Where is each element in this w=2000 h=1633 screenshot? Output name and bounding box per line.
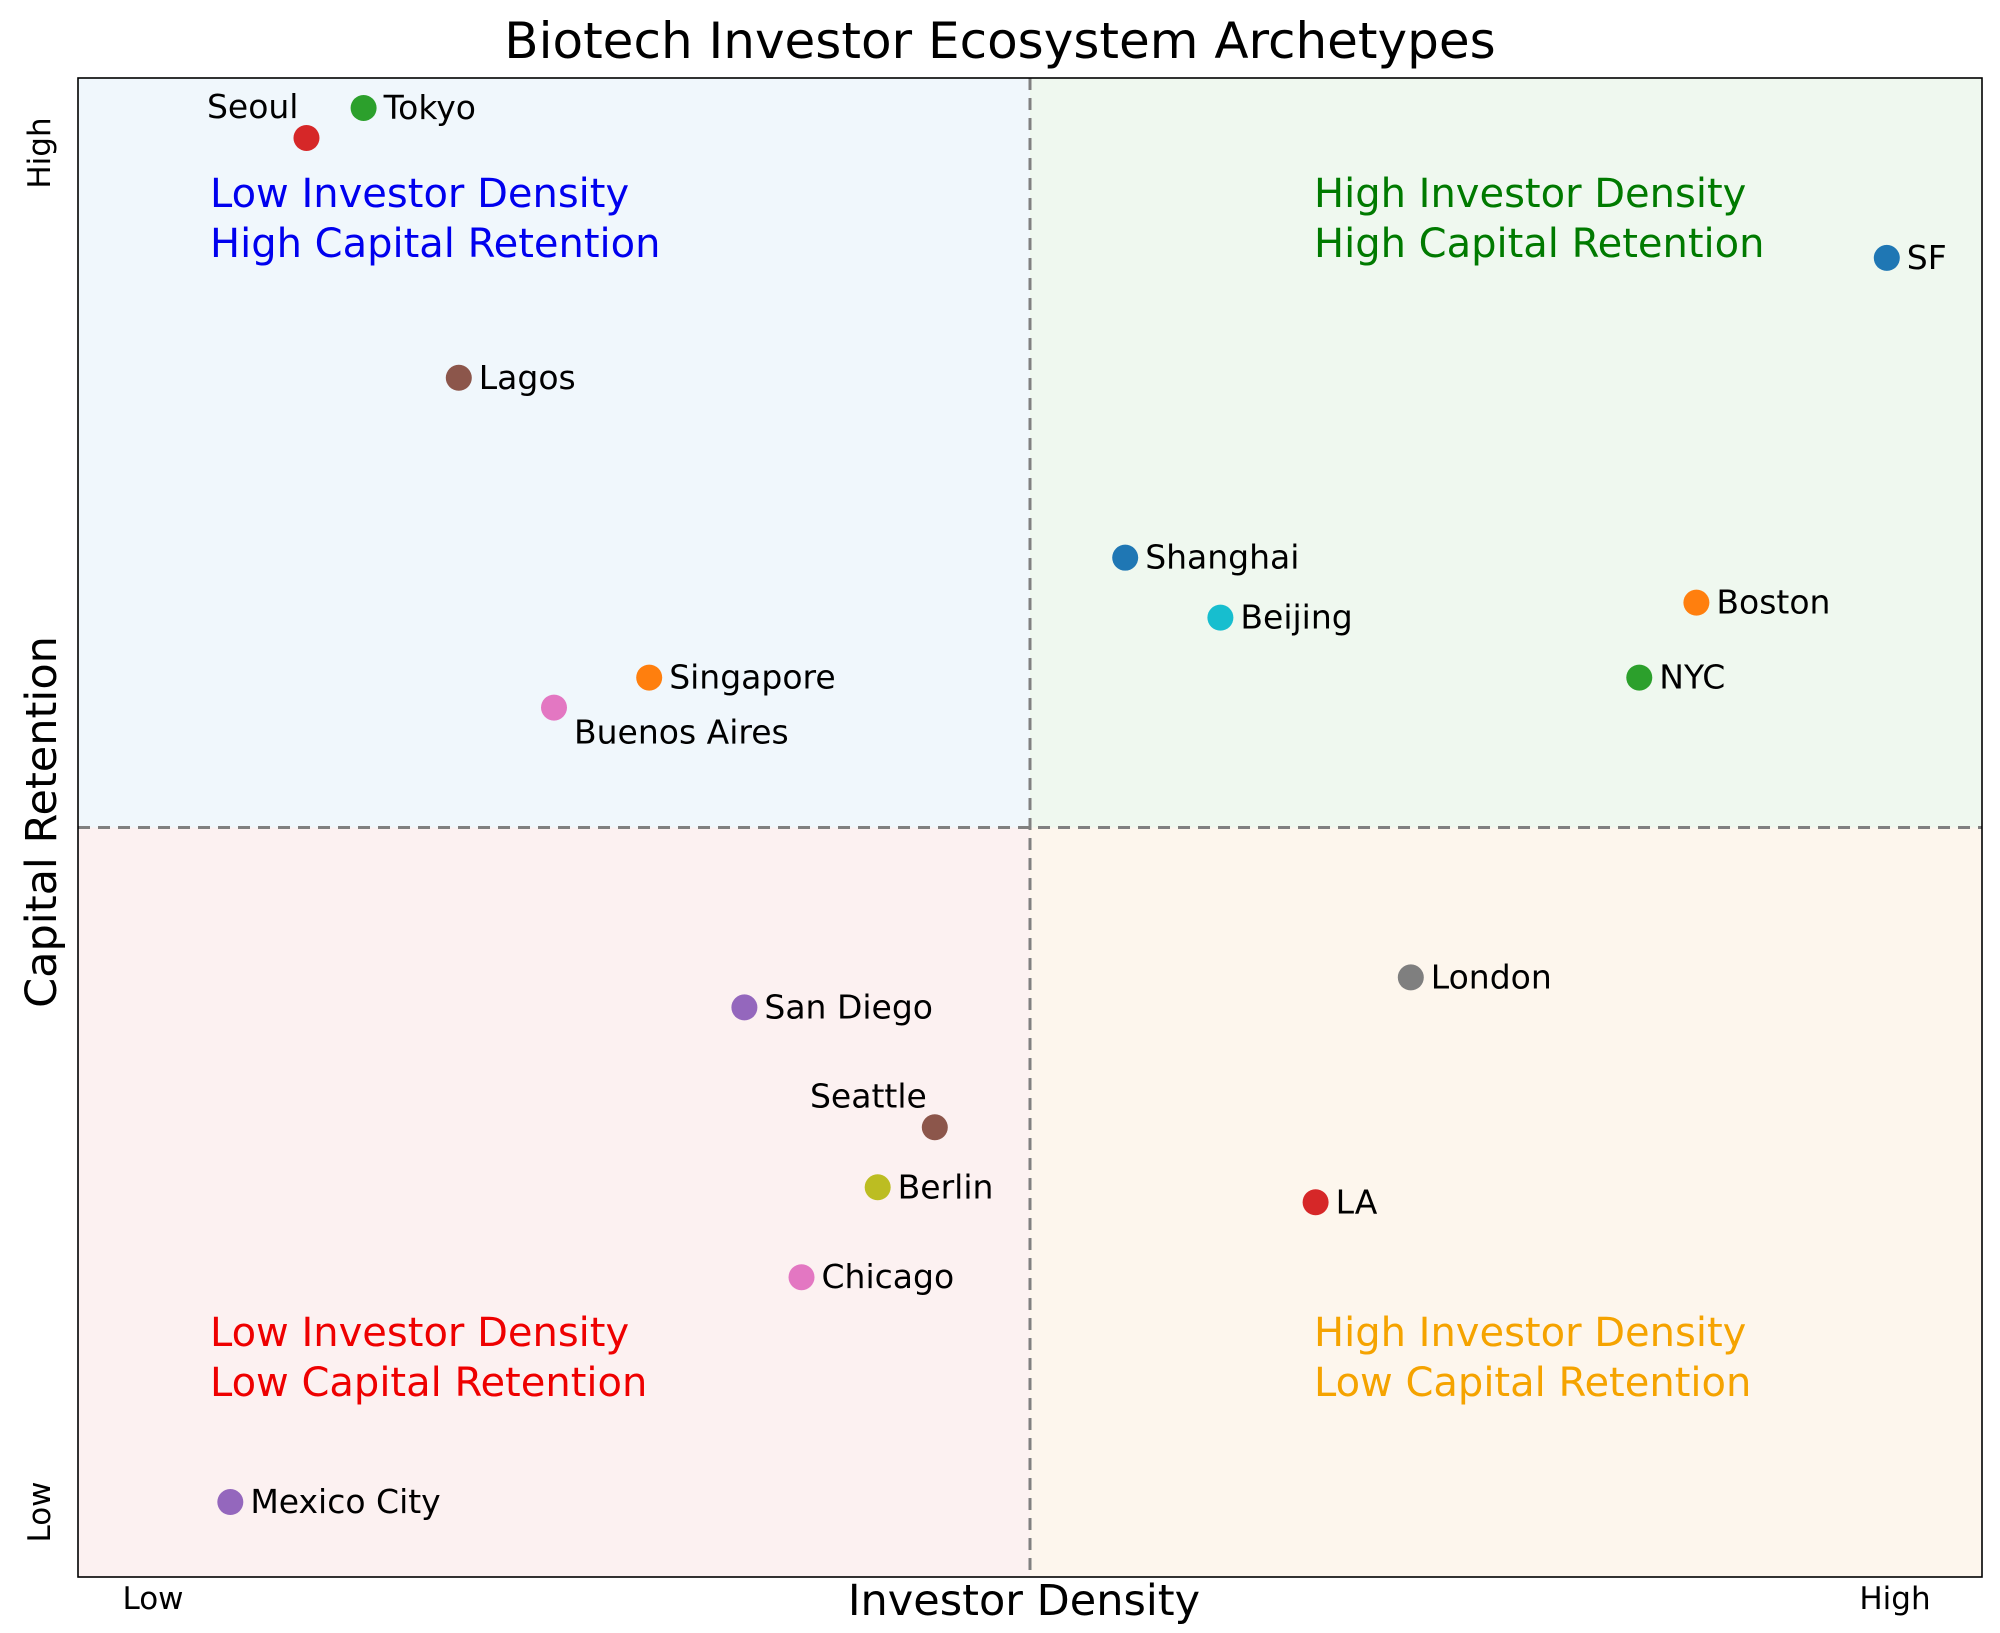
- quadrant-label-line2: High Capital Retention: [210, 221, 661, 267]
- point-lagos: [445, 364, 472, 391]
- quadrant-dividers: [78, 78, 1982, 1577]
- quadrant-bg-bottom-left: [78, 827, 1030, 1577]
- point-seoul: [293, 124, 320, 151]
- quadrant-label-line1: High Investor Density: [1314, 171, 1746, 217]
- data-points: [217, 94, 1900, 1516]
- y-axis-title: Capital Retention: [17, 636, 67, 1008]
- point-label-berlin: Berlin: [898, 1167, 994, 1206]
- quadrant-bg-top-right: [1030, 78, 1982, 828]
- point-mexico-city: [217, 1489, 244, 1516]
- point-label-san-diego: San Diego: [764, 987, 933, 1026]
- x-tick-low: Low: [122, 1581, 183, 1617]
- point-label-singapore: Singapore: [669, 658, 835, 697]
- point-label-mexico-city: Mexico City: [250, 1482, 440, 1521]
- plot-frame: [77, 77, 1983, 1578]
- point-beijing: [1207, 604, 1234, 631]
- point-label-nyc: NYC: [1659, 658, 1725, 697]
- x-axis-title: Investor Density: [848, 1576, 1200, 1626]
- quadrant-label-line2: Low Capital Retention: [210, 1360, 647, 1406]
- point-la: [1302, 1189, 1329, 1216]
- quadrant-label-top-right: High Investor Density High Capital Retent…: [1314, 171, 1765, 267]
- point-tokyo: [350, 94, 377, 121]
- point-labels: Seoul Tokyo Lagos Singapore Buenos Aires Shan…: [207, 87, 1947, 1521]
- quadrant-labels: Low Investor Density High Capital Retenti…: [210, 171, 1765, 1406]
- quadrant-backgrounds: [78, 78, 1982, 1577]
- point-label-tokyo: Tokyo: [383, 88, 476, 127]
- point-shanghai: [1112, 544, 1139, 571]
- point-label-sf: SF: [1907, 238, 1947, 277]
- point-label-la: LA: [1336, 1182, 1378, 1221]
- quadrant-label-line2: High Capital Retention: [1314, 221, 1765, 267]
- quadrant-label-line1: Low Investor Density: [210, 1310, 629, 1356]
- point-london: [1397, 964, 1424, 991]
- y-tick-low: Low: [22, 1481, 58, 1542]
- point-buenos-aires: [541, 694, 567, 721]
- point-chicago: [788, 1264, 815, 1291]
- quadrant-label-line1: High Investor Density: [1314, 1310, 1746, 1356]
- quadrant-label-bottom-right: High Investor Density Low Capital Retenti…: [1314, 1310, 1751, 1406]
- chart-title: Biotech Investor Ecosystem Archetypes: [504, 12, 1495, 70]
- point-label-boston: Boston: [1716, 583, 1830, 622]
- point-label-chicago: Chicago: [822, 1257, 955, 1296]
- point-sf: [1873, 244, 1900, 271]
- x-tick-high: High: [1859, 1581, 1930, 1617]
- quadrant-bg-bottom-right: [1030, 827, 1982, 1577]
- quadrant-label-line2: Low Capital Retention: [1314, 1360, 1751, 1406]
- point-label-beijing: Beijing: [1240, 598, 1352, 637]
- point-label-london: London: [1431, 957, 1552, 996]
- quadrant-label-bottom-left: Low Investor Density Low Capital Retentio…: [210, 1310, 647, 1406]
- point-san-diego: [731, 994, 758, 1021]
- quadrant-label-top-left: Low Investor Density High Capital Retenti…: [210, 171, 661, 267]
- point-boston: [1683, 589, 1710, 616]
- point-berlin: [864, 1174, 891, 1201]
- point-label-buenos-aires: Buenos Aires: [574, 713, 789, 752]
- point-label-shanghai: Shanghai: [1145, 538, 1299, 577]
- point-label-seattle: Seattle: [810, 1076, 927, 1115]
- point-label-seoul: Seoul: [207, 87, 299, 126]
- point-seattle: [921, 1114, 948, 1141]
- point-label-lagos: Lagos: [479, 358, 576, 397]
- point-nyc: [1626, 664, 1653, 691]
- point-singapore: [636, 664, 663, 691]
- y-tick-high: High: [22, 117, 58, 188]
- quadrant-label-line1: Low Investor Density: [210, 171, 629, 217]
